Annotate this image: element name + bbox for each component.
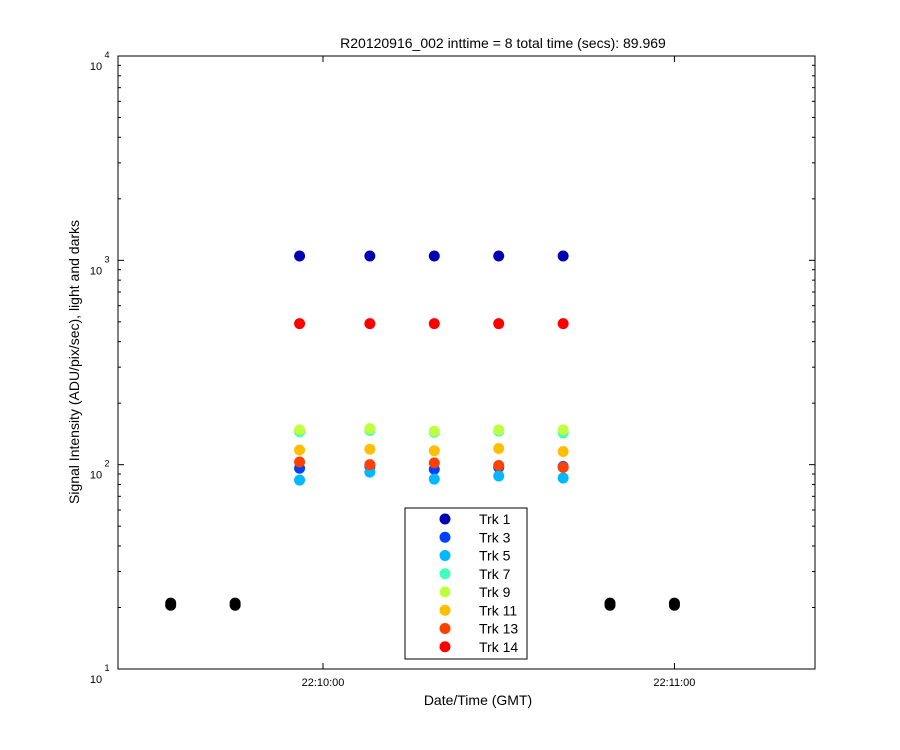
data-point	[294, 424, 306, 436]
legend-label: Trk 3	[479, 529, 511, 545]
chart-title: R20120916_002 inttime = 8 total time (se…	[340, 35, 666, 51]
data-point	[493, 442, 505, 454]
data-point	[493, 470, 505, 482]
legend-label: Trk 11	[479, 602, 517, 618]
data-point	[364, 318, 376, 330]
y-tick-base: 10	[90, 61, 102, 73]
data-point	[364, 423, 376, 435]
data-points	[165, 250, 680, 611]
data-point	[557, 472, 569, 484]
data-point	[428, 445, 440, 457]
x-tick-label: 22:10:00	[302, 677, 345, 689]
y-tick-exponent: 1	[104, 663, 109, 673]
dark-point	[668, 597, 680, 609]
data-point	[428, 318, 440, 330]
data-point	[294, 456, 306, 468]
dark-point	[165, 597, 177, 609]
data-point	[428, 457, 440, 469]
dark-point	[604, 597, 616, 609]
data-point	[428, 425, 440, 437]
y-axis-label: Signal Intensity (ADU/pix/sec), light an…	[66, 220, 82, 504]
y-tick-base: 10	[90, 470, 102, 482]
legend-marker	[439, 550, 451, 561]
y-tick-base: 10	[90, 674, 102, 686]
data-point	[294, 318, 306, 330]
legend-marker	[439, 623, 451, 634]
y-tick-label: 101	[90, 663, 110, 686]
data-point	[557, 461, 569, 473]
legend-label: Trk 1	[479, 511, 511, 527]
legend-marker	[439, 604, 451, 616]
data-point	[557, 250, 569, 262]
data-point	[294, 250, 306, 262]
legend: Trk 1 Trk 3 Trk 5 Trk 7 Trk 9 Trk 11 Trk 13 Trk…	[404, 507, 528, 660]
dark-point	[229, 597, 241, 609]
x-tick-label: 22:11:00	[653, 677, 695, 689]
data-point	[557, 445, 569, 457]
y-tick-exponent: 3	[104, 254, 109, 264]
data-point	[364, 250, 376, 262]
y-tick-base: 10	[90, 265, 102, 277]
legend-marker	[439, 586, 451, 598]
legend-label: Trk 13	[479, 621, 518, 637]
data-point	[557, 424, 569, 436]
data-point	[364, 443, 376, 455]
data-point	[493, 250, 505, 262]
data-point	[493, 460, 505, 472]
legend-label: Trk 7	[479, 566, 511, 582]
plot-frame	[117, 55, 816, 670]
legend-label: Trk 14	[479, 639, 518, 655]
legend-entry: Trk 1	[439, 511, 511, 527]
legend-entry: Trk 7	[439, 566, 511, 582]
data-point	[364, 459, 376, 471]
legend-entry: Trk 14	[439, 639, 518, 655]
legend-entry: Trk 11	[439, 602, 517, 618]
legend-box	[404, 507, 528, 660]
legend-marker	[439, 531, 451, 543]
data-point	[294, 474, 306, 486]
legend-label: Trk 9	[479, 584, 511, 600]
legend-marker	[439, 513, 451, 525]
legend-marker	[439, 641, 451, 653]
legend-entry: Trk 9	[439, 584, 511, 600]
y-tick-exponent: 4	[104, 50, 109, 60]
data-point	[493, 318, 505, 330]
legend-entry: Trk 13	[439, 621, 518, 637]
legend-entry: Trk 3	[439, 529, 511, 545]
legend-label: Trk 5	[479, 548, 511, 564]
legend-entry: Trk 5	[439, 548, 511, 564]
data-point	[493, 424, 505, 436]
data-point	[428, 473, 440, 485]
data-point	[557, 318, 569, 330]
legend-marker	[439, 568, 451, 580]
axis-ticks	[118, 55, 815, 670]
y-tick-label: 104	[90, 50, 110, 73]
y-tick-label: 102	[90, 459, 110, 482]
data-point	[294, 444, 306, 456]
x-axis-label: Date/Time (GMT)	[424, 692, 532, 708]
y-tick-label: 103	[90, 254, 110, 277]
data-point	[428, 250, 440, 262]
y-tick-exponent: 2	[104, 459, 109, 469]
